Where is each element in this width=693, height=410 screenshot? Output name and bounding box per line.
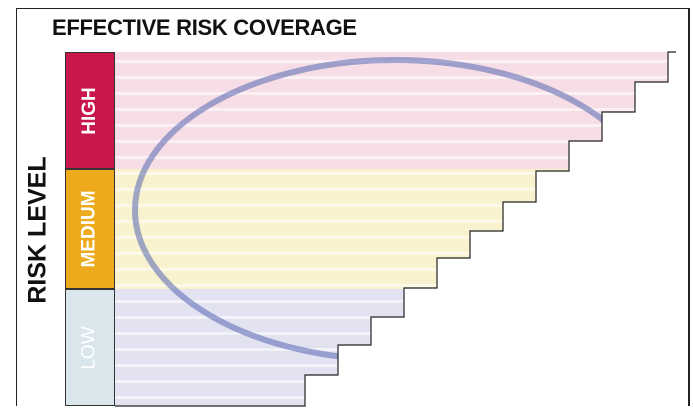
stripe	[115, 252, 676, 255]
stripe	[115, 380, 676, 383]
stripe	[115, 332, 676, 335]
stripe	[115, 396, 676, 399]
stripe	[115, 300, 676, 303]
stripe	[115, 124, 676, 127]
stripe	[115, 140, 676, 143]
stripe	[115, 236, 676, 239]
stripe	[115, 268, 676, 271]
stripe	[115, 76, 676, 79]
coverage-area	[115, 52, 676, 406]
stripe	[115, 188, 676, 191]
stripe	[115, 92, 676, 95]
diagram-title: EFFECTIVE RISK COVERAGE	[52, 15, 357, 40]
stripe	[115, 284, 676, 287]
stripe	[115, 172, 676, 175]
diagram-frame	[16, 8, 690, 406]
risk-level-low: LOW	[65, 289, 115, 406]
stripe	[115, 220, 676, 223]
stripe	[115, 364, 676, 367]
risk-level-high: HIGH	[65, 52, 115, 169]
stripe	[115, 348, 676, 351]
risk-level-medium: MEDIUM	[65, 169, 115, 289]
stripe	[115, 204, 676, 207]
staircase-outline	[115, 51, 676, 407]
stripe	[115, 108, 676, 111]
stripe	[115, 156, 676, 159]
